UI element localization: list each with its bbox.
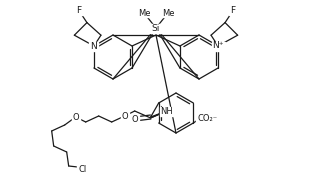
Text: F: F [231, 6, 236, 15]
Text: CO₂⁻: CO₂⁻ [197, 113, 217, 122]
Text: O: O [131, 115, 138, 124]
Bar [196, 113, 218, 122]
Text: N⁺: N⁺ [212, 42, 224, 50]
Bar [212, 42, 225, 50]
Bar [138, 9, 150, 17]
Text: Cl: Cl [79, 165, 87, 173]
Text: O: O [121, 112, 128, 120]
Text: Me: Me [138, 8, 150, 18]
Bar [160, 107, 174, 115]
Text: N: N [90, 42, 97, 50]
Text: F: F [76, 6, 81, 15]
Bar [121, 112, 129, 120]
Bar [77, 165, 89, 173]
Text: Si: Si [152, 23, 160, 33]
Bar [75, 7, 83, 15]
Text: NH: NH [160, 107, 173, 115]
Bar [229, 7, 237, 15]
Text: O: O [72, 112, 79, 122]
Bar [72, 113, 80, 121]
Bar [90, 42, 99, 50]
Bar [150, 23, 162, 33]
Bar [131, 115, 139, 123]
Text: Me: Me [162, 8, 174, 18]
Bar [162, 9, 174, 17]
